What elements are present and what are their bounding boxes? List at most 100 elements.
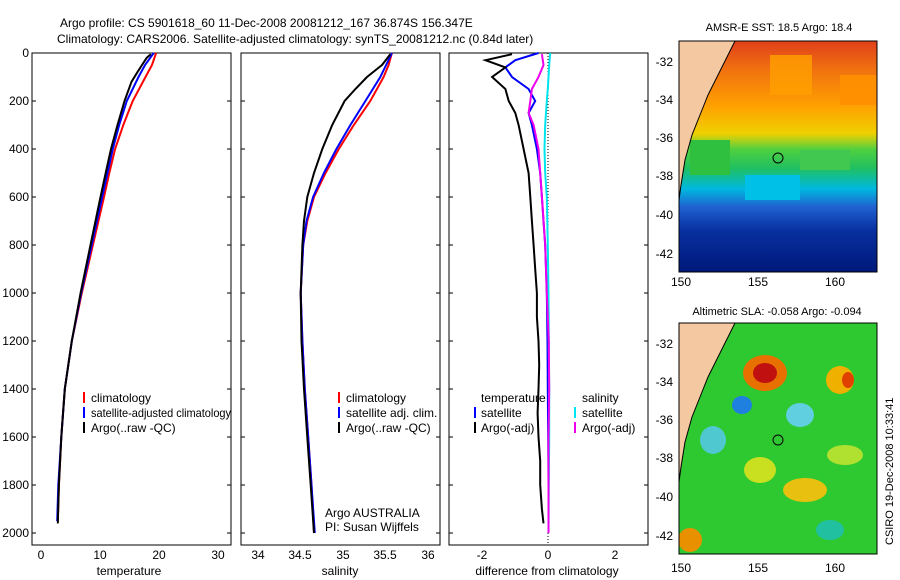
- legend-label: Argo(-adj): [481, 421, 534, 435]
- x-tick: 36: [421, 548, 435, 562]
- depth-tick: 400: [9, 142, 29, 156]
- profile-line-temperature-2: [56, 53, 152, 524]
- depth-tick: 0: [22, 46, 29, 60]
- sla-eddy: [783, 478, 827, 502]
- sla-axes: -32 -34 -36 -38 -40 -42 150 155 160: [656, 337, 846, 575]
- sst-patch: [745, 175, 800, 200]
- lat-tick: -38: [656, 451, 674, 465]
- lon-tick: 160: [825, 561, 845, 575]
- coastline: [679, 323, 736, 483]
- legend-heading: temperature: [481, 391, 546, 405]
- lat-tick: -42: [656, 247, 674, 261]
- legend-label: Argo(..raw -QC): [346, 421, 431, 435]
- sst-patch: [690, 140, 730, 175]
- sla-eddy: [753, 363, 777, 383]
- x-tick: 35.5: [373, 548, 397, 562]
- sla-eddy: [744, 457, 776, 483]
- lat-tick: -36: [656, 413, 674, 427]
- depth-tick: 1600: [2, 430, 29, 444]
- sla-eddy: [842, 372, 854, 388]
- legend-label: climatology: [91, 391, 151, 405]
- profile-line-salinity-2: [299, 53, 392, 534]
- sst-map-title: AMSR-E SST: 18.5 Argo: 18.4: [706, 22, 853, 34]
- sst-map: [679, 41, 877, 272]
- sla-eddy: [827, 445, 863, 465]
- temperature-xlabel: temperature: [97, 564, 162, 578]
- sla-eddy: [816, 520, 844, 540]
- sla-eddy: [786, 403, 814, 427]
- lat-tick: -36: [656, 131, 674, 145]
- lat-tick: -34: [656, 93, 674, 107]
- lon-tick: 155: [748, 561, 768, 575]
- sst-axes: -32 -34 -36 -38 -40 -42 150 155 160: [656, 55, 846, 289]
- salinity-xlabel: salinity: [322, 564, 359, 578]
- salinity-panel: [240, 52, 441, 546]
- x-tick: 35: [336, 548, 350, 562]
- land-australia: [679, 41, 735, 200]
- argo-australia-label: Argo AUSTRALIA: [325, 506, 420, 520]
- depth-tick: 600: [9, 190, 29, 204]
- legend-label: satellite: [481, 406, 522, 420]
- sla-map: [679, 323, 877, 554]
- x-tick: 0: [545, 548, 552, 562]
- x-tick: 34: [251, 548, 265, 562]
- sst-patch: [770, 55, 812, 95]
- difference-salinity-legend: salinity satellite Argo(-adj): [574, 391, 635, 435]
- difference-temperature-legend: temperature satellite Argo(-adj): [474, 391, 546, 435]
- pi-label: PI: Susan Wijffels: [325, 520, 419, 534]
- x-tick: 10: [93, 548, 107, 562]
- profile-line-temperature-0: [56, 52, 158, 522]
- legend-heading: salinity: [582, 391, 619, 405]
- lat-tick: -34: [656, 375, 674, 389]
- lat-tick: -32: [656, 337, 674, 351]
- profile-line-salinity-0: [299, 52, 393, 534]
- x-tick: 2: [612, 548, 619, 562]
- depth-tick: 1200: [2, 334, 29, 348]
- sst-map-frame: [678, 40, 878, 273]
- argo-location-marker: [772, 152, 784, 164]
- profile-line-temperature-1: [56, 52, 155, 522]
- csiro-timestamp: CSIRO 19-Dec-2008 10:33:41: [884, 398, 896, 545]
- x-tick: 0: [38, 548, 45, 562]
- difference-x-axis: -2 0 2 difference from climatology: [475, 548, 618, 578]
- salinity-x-axis: 34 34.5 35 35.5 36 salinity: [251, 548, 435, 578]
- x-tick: 34.5: [288, 548, 312, 562]
- sst-patch: [800, 150, 850, 170]
- sla-eddy: [732, 396, 752, 414]
- depth-tick: 2000: [2, 526, 29, 540]
- lon-tick: 150: [671, 275, 691, 289]
- axis-ticks: [32, 52, 648, 534]
- lat-tick: -40: [656, 490, 674, 504]
- x-tick: 20: [152, 548, 166, 562]
- lat-tick: -32: [656, 55, 674, 69]
- x-tick: -2: [477, 548, 488, 562]
- coastline: [679, 41, 736, 201]
- profile-line-difference-1: [481, 53, 545, 524]
- sla-map-frame: [678, 322, 878, 555]
- profile-line-difference-3: [527, 54, 551, 533]
- depth-tick: 1000: [2, 286, 29, 300]
- land-australia: [679, 323, 735, 482]
- legend-label: satellite-adjusted climatology: [91, 406, 231, 420]
- lon-tick: 155: [748, 275, 768, 289]
- lat-tick: -42: [656, 529, 674, 543]
- argo-location-marker: [772, 434, 784, 446]
- profile-line-salinity-1: [299, 52, 393, 534]
- sla-eddy: [679, 528, 702, 552]
- x-tick: 30: [211, 548, 225, 562]
- sla-map-title: Altimetric SLA: -0.058 Argo: -0.094: [692, 306, 861, 318]
- title-line-2: Climatology: CARS2006. Satellite-adjuste…: [57, 32, 533, 46]
- sla-eddy: [700, 426, 726, 454]
- temperature-legend: climatology satellite-adjusted climatolo…: [83, 391, 231, 435]
- salinity-legend: climatology satellite adj. clim. Argo(..…: [325, 391, 437, 534]
- depth-axis: 0 200 400 600 800 1000 1200 1400 1600 18…: [2, 46, 29, 540]
- lat-tick: -38: [656, 169, 674, 183]
- lon-tick: 150: [671, 561, 691, 575]
- legend-label: satellite adj. clim.: [346, 406, 437, 420]
- profile-lines: [56, 52, 552, 534]
- title-line-1: Argo profile: CS 5901618_60 11-Dec-2008 …: [60, 16, 473, 30]
- difference-xlabel: difference from climatology: [475, 564, 618, 578]
- depth-tick: 800: [9, 238, 29, 252]
- depth-tick: 1800: [2, 478, 29, 492]
